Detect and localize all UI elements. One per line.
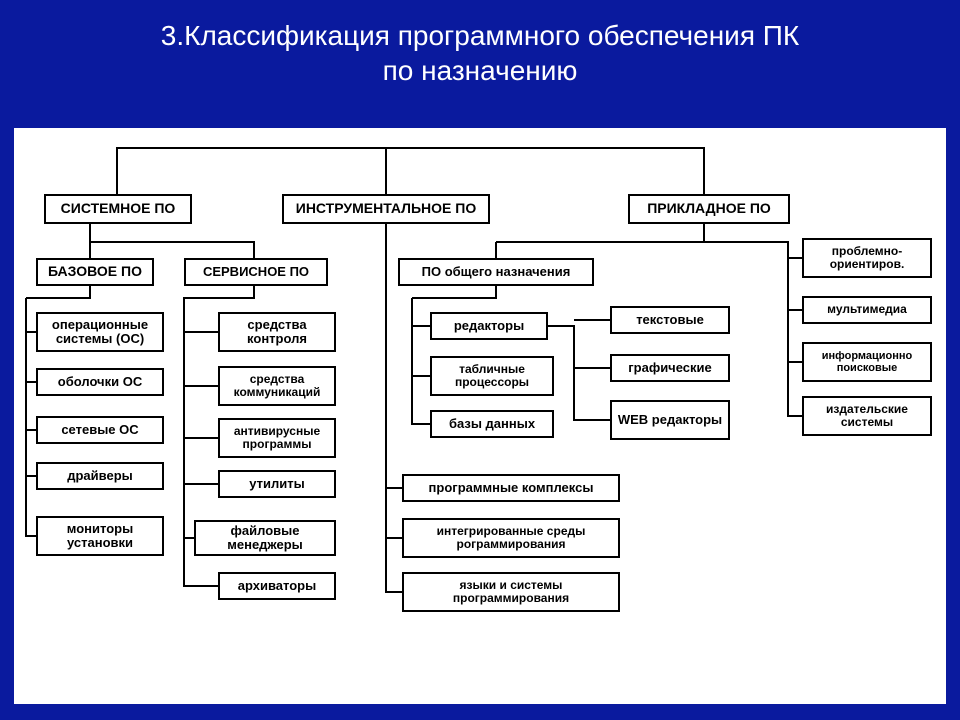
- node-ctrl: средства контроля: [218, 312, 336, 352]
- node-mon: мониторы установки: [36, 516, 164, 556]
- node-av: антивирусные программы: [218, 418, 336, 458]
- title-line-1: 3.Классификация программного обеспечения…: [161, 20, 799, 51]
- page-title: 3.Классификация программного обеспечения…: [0, 0, 960, 88]
- node-util: утилиты: [218, 470, 336, 498]
- node-os: операционные системы (ОС): [36, 312, 164, 352]
- diagram-canvas: СИСТЕМНОЕ ПО ИНСТРУМЕНТАЛЬНОЕ ПО ПРИКЛАДНО…: [14, 128, 946, 704]
- node-sys: СИСТЕМНОЕ ПО: [44, 194, 192, 224]
- node-mm: мультимедиа: [802, 296, 932, 324]
- node-drv: драйверы: [36, 462, 164, 490]
- title-line-2: по назначению: [383, 55, 578, 86]
- node-db: базы данных: [430, 410, 554, 438]
- node-fm: файловые менеджеры: [194, 520, 336, 556]
- node-arch: архиваторы: [218, 572, 336, 600]
- node-txt: текстовые: [610, 306, 730, 334]
- node-app: ПРИКЛАДНОЕ ПО: [628, 194, 790, 224]
- node-comm: средства коммуникаций: [218, 366, 336, 406]
- node-netos: сетевые ОС: [36, 416, 164, 444]
- node-serv: СЕРВИСНОЕ ПО: [184, 258, 328, 286]
- node-gfx: графические: [610, 354, 730, 382]
- node-pk: программные комплексы: [402, 474, 620, 502]
- node-tab: табличные процессоры: [430, 356, 554, 396]
- node-shell: оболочки ОС: [36, 368, 164, 396]
- node-base: БАЗОВОЕ ПО: [36, 258, 154, 286]
- node-ide: интегрированные среды рограммирования: [402, 518, 620, 558]
- node-gen: ПО общего назначения: [398, 258, 594, 286]
- node-lang: языки и системы программирования: [402, 572, 620, 612]
- node-web: WEB редакторы: [610, 400, 730, 440]
- node-instr: ИНСТРУМЕНТАЛЬНОЕ ПО: [282, 194, 490, 224]
- node-pub: издательские системы: [802, 396, 932, 436]
- node-info: информационно поисковые: [802, 342, 932, 382]
- node-edit: редакторы: [430, 312, 548, 340]
- node-prob: проблемно-ориентиров.: [802, 238, 932, 278]
